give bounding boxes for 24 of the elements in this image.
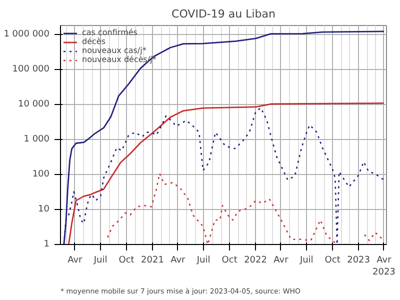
y-tick-label: 100 xyxy=(32,169,50,180)
x-tick-label: Juil xyxy=(298,256,314,266)
x-tick-label: Oct xyxy=(118,256,135,266)
x-tick-label: Oct xyxy=(324,256,341,266)
legend-label: décès xyxy=(82,37,106,46)
x-tick-label: Avr xyxy=(68,256,83,266)
x-tick-label: Avr xyxy=(274,256,289,266)
x-tick-label: Avr xyxy=(170,256,186,266)
y-tick-label: 10 000 xyxy=(18,99,50,110)
x-tick-label: 2023 xyxy=(347,256,370,266)
x-tick-label: Oct xyxy=(222,256,238,266)
x-tick-label: Juil xyxy=(92,256,108,266)
x-tick-label: 2022 xyxy=(244,256,267,266)
y-tick-label: 1 000 000 xyxy=(4,29,50,40)
y-tick-label: 10 xyxy=(38,204,50,214)
y-tick-label: 1 xyxy=(44,240,50,250)
chart-title: COVID-19 au Liban xyxy=(172,8,276,20)
legend-label: cas confirmés xyxy=(82,28,138,37)
x-tick-label: Juil xyxy=(196,256,210,266)
x-tick-label: 2021 xyxy=(141,256,164,266)
legend-label: nouveaux cas/j* xyxy=(82,46,146,55)
y-tick-label: 1 000 xyxy=(24,134,50,144)
y-tick-label: 100 000 xyxy=(12,64,50,74)
x-tick-label: Avr 2023 xyxy=(372,256,396,278)
